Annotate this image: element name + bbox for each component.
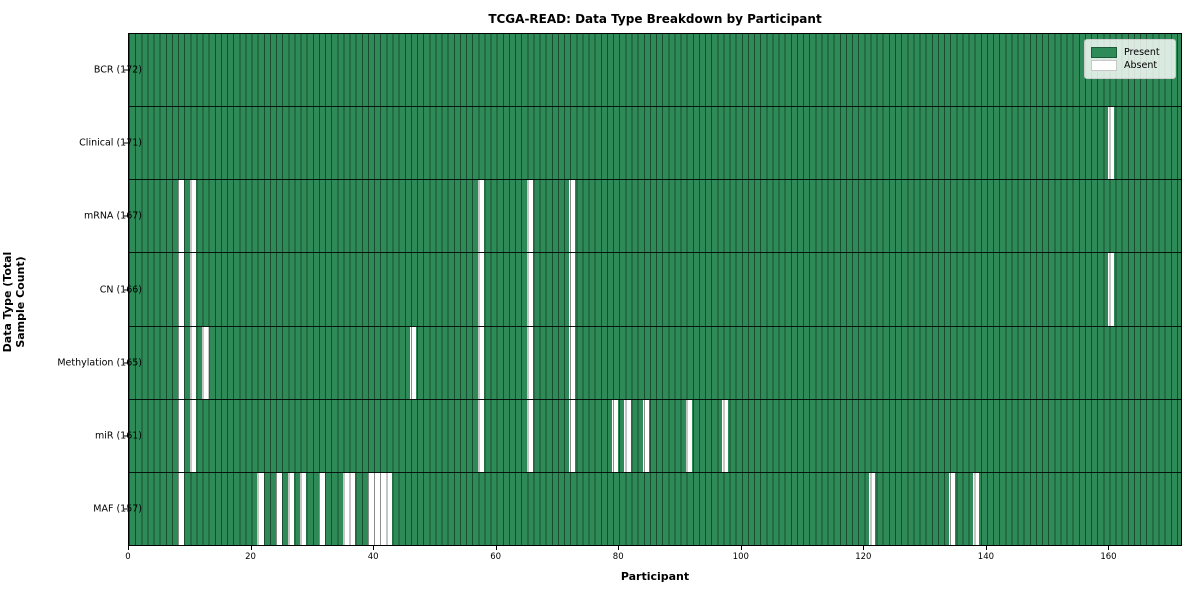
x-tick-label: 120 xyxy=(855,552,872,562)
legend-entry-absent: Absent xyxy=(1091,60,1168,71)
absent-cell xyxy=(642,399,649,472)
absent-cell xyxy=(177,180,185,253)
absent-swatch xyxy=(1091,60,1117,71)
y-tick-label: miR (161) xyxy=(94,430,142,442)
heatmap-row-bcr xyxy=(129,34,1181,108)
plot-area xyxy=(128,33,1182,546)
absent-cell xyxy=(477,399,484,472)
absent-cell xyxy=(190,180,197,253)
absent-cell xyxy=(526,399,533,472)
present-swatch xyxy=(1091,47,1117,58)
x-axis-label: Participant xyxy=(620,570,690,583)
legend-label-absent: Absent xyxy=(1124,60,1158,71)
y-tick-label: MAF (157) xyxy=(93,503,142,515)
x-tick-label: 0 xyxy=(125,552,131,562)
absent-cell xyxy=(275,472,282,545)
absent-cell xyxy=(367,472,374,545)
x-tick-mark xyxy=(985,546,987,550)
x-tick-mark xyxy=(250,546,252,550)
x-tick-label: 100 xyxy=(732,552,749,562)
absent-cell xyxy=(349,472,356,545)
absent-cell xyxy=(177,472,185,545)
absent-cell xyxy=(869,472,876,545)
legend-entry-present: Present xyxy=(1091,47,1168,58)
y-axis-label: Data Type (Total Sample Count) xyxy=(1,251,27,353)
x-tick-label: 40 xyxy=(367,552,379,562)
legend: Present Absent xyxy=(1084,39,1176,79)
x-tick-mark xyxy=(373,546,375,550)
y-tick-mark xyxy=(124,69,128,71)
absent-cell xyxy=(190,326,197,399)
absent-cell xyxy=(177,326,185,399)
absent-cell xyxy=(1107,107,1114,180)
absent-cell xyxy=(973,472,980,545)
absent-cell xyxy=(526,180,533,253)
absent-cell xyxy=(624,399,631,472)
absent-cell xyxy=(288,472,295,545)
y-tick-mark xyxy=(124,508,128,510)
x-tick-label: 20 xyxy=(245,552,256,562)
heatmap-row-maf xyxy=(129,472,1181,545)
x-tick-label: 140 xyxy=(977,552,995,562)
absent-cell xyxy=(569,253,576,326)
absent-cell xyxy=(177,399,185,472)
x-tick-mark xyxy=(128,546,129,550)
absent-cell xyxy=(1107,253,1114,326)
y-tick-label: CN (166) xyxy=(99,284,142,295)
absent-cell xyxy=(477,180,484,253)
x-tick-mark xyxy=(495,546,497,550)
absent-cell xyxy=(948,472,955,545)
heatmap-row-clinical xyxy=(129,107,1181,181)
absent-cell xyxy=(526,253,533,326)
absent-cell xyxy=(202,326,209,399)
x-tick-mark xyxy=(863,546,865,550)
x-tick-label: 60 xyxy=(490,552,502,562)
heatmap-row-mir xyxy=(129,399,1181,473)
x-tick-mark xyxy=(1108,546,1110,550)
y-tick-label: Methylation (165) xyxy=(57,357,142,369)
heatmap-row-cn xyxy=(129,253,1181,327)
absent-cell xyxy=(526,326,533,399)
y-tick-label: Clinical (171) xyxy=(79,137,142,149)
absent-cell xyxy=(569,326,576,399)
chart-title: TCGA-READ: Data Type Breakdown by Partic… xyxy=(488,12,822,26)
absent-cell xyxy=(373,472,380,545)
y-tick-mark xyxy=(124,215,128,217)
absent-cell xyxy=(569,180,576,253)
y-tick-mark xyxy=(124,142,128,144)
absent-cell xyxy=(190,253,197,326)
heatmap-row-methylation xyxy=(129,326,1181,400)
absent-cell xyxy=(477,253,484,326)
absent-cell xyxy=(477,326,484,399)
absent-cell xyxy=(379,472,386,545)
x-tick-label: 80 xyxy=(612,552,624,562)
y-tick-label: mRNA (167) xyxy=(83,210,142,222)
y-tick-label: BCR (172) xyxy=(93,64,142,76)
absent-cell xyxy=(190,399,197,472)
absent-cell xyxy=(300,472,307,545)
x-tick-label: 160 xyxy=(1100,552,1117,562)
y-tick-mark xyxy=(124,362,128,364)
absent-cell xyxy=(569,399,576,472)
heatmap-row-mrna xyxy=(129,180,1181,254)
absent-cell xyxy=(410,326,417,399)
absent-cell xyxy=(343,472,350,545)
absent-cell xyxy=(612,399,619,472)
absent-cell xyxy=(257,472,264,545)
legend-label-present: Present xyxy=(1124,47,1160,58)
absent-cell xyxy=(685,399,692,472)
y-tick-mark xyxy=(124,289,128,290)
absent-cell xyxy=(177,253,185,326)
x-tick-mark xyxy=(618,546,620,550)
x-tick-mark xyxy=(740,546,742,550)
heatmap-rows xyxy=(129,34,1181,545)
absent-cell xyxy=(318,472,325,545)
absent-cell xyxy=(385,472,392,545)
y-tick-mark xyxy=(124,435,128,437)
absent-cell xyxy=(722,399,729,472)
